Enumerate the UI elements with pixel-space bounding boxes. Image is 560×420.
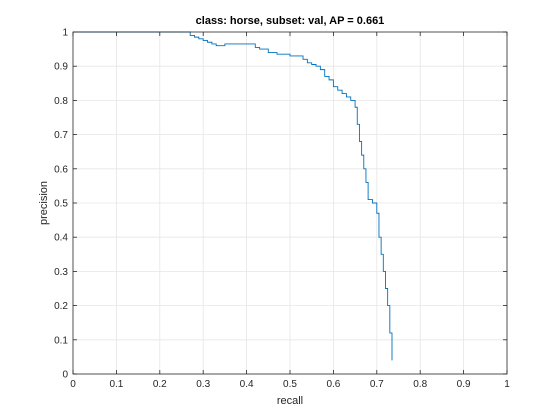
y-tick-label: 0.6: [54, 164, 68, 175]
y-tick-label: 0.3: [54, 267, 68, 278]
x-tick-label: 0: [70, 379, 76, 390]
y-tick-label: 0.8: [54, 96, 68, 107]
x-tick-label: 0.3: [196, 379, 210, 390]
y-tick-label: 0.7: [54, 130, 68, 141]
x-tick-label: 0.6: [326, 379, 340, 390]
y-ticks: 0 0.1 0.2 0.3 0.4 0.5 0.6 0.7 0.8 0.9 1: [54, 28, 507, 381]
y-tick-label: 0.5: [54, 199, 68, 210]
x-ticks: 0 0.1 0.2 0.3 0.4 0.5 0.6 0.7 0.8 0.9 1: [70, 32, 510, 390]
y-tick-label: 0: [62, 370, 68, 381]
y-tick-label: 1: [62, 28, 68, 39]
x-tick-label: 0.4: [240, 379, 254, 390]
y-tick-label: 0.1: [54, 335, 68, 346]
x-tick-label: 0.5: [283, 379, 297, 390]
x-tick-label: 0.2: [153, 379, 167, 390]
x-tick-label: 0.9: [457, 379, 471, 390]
y-gridlines: [73, 65, 507, 341]
x-axis-label: recall: [277, 395, 303, 407]
y-tick-label: 0.4: [54, 233, 68, 244]
y-tick-label: 0.2: [54, 301, 68, 312]
series-layer: [73, 31, 393, 361]
y-tick-label: 0.9: [54, 62, 68, 73]
precision-recall-curve: [73, 31, 393, 361]
x-tick-label: 0.8: [413, 379, 427, 390]
x-tick-label: 1: [504, 379, 510, 390]
chart-title: class: horse, subset: val, AP = 0.661: [196, 15, 385, 27]
x-tick-label: 0.1: [109, 379, 123, 390]
y-axis-label: precision: [38, 181, 50, 225]
x-tick-label: 0.7: [370, 379, 384, 390]
